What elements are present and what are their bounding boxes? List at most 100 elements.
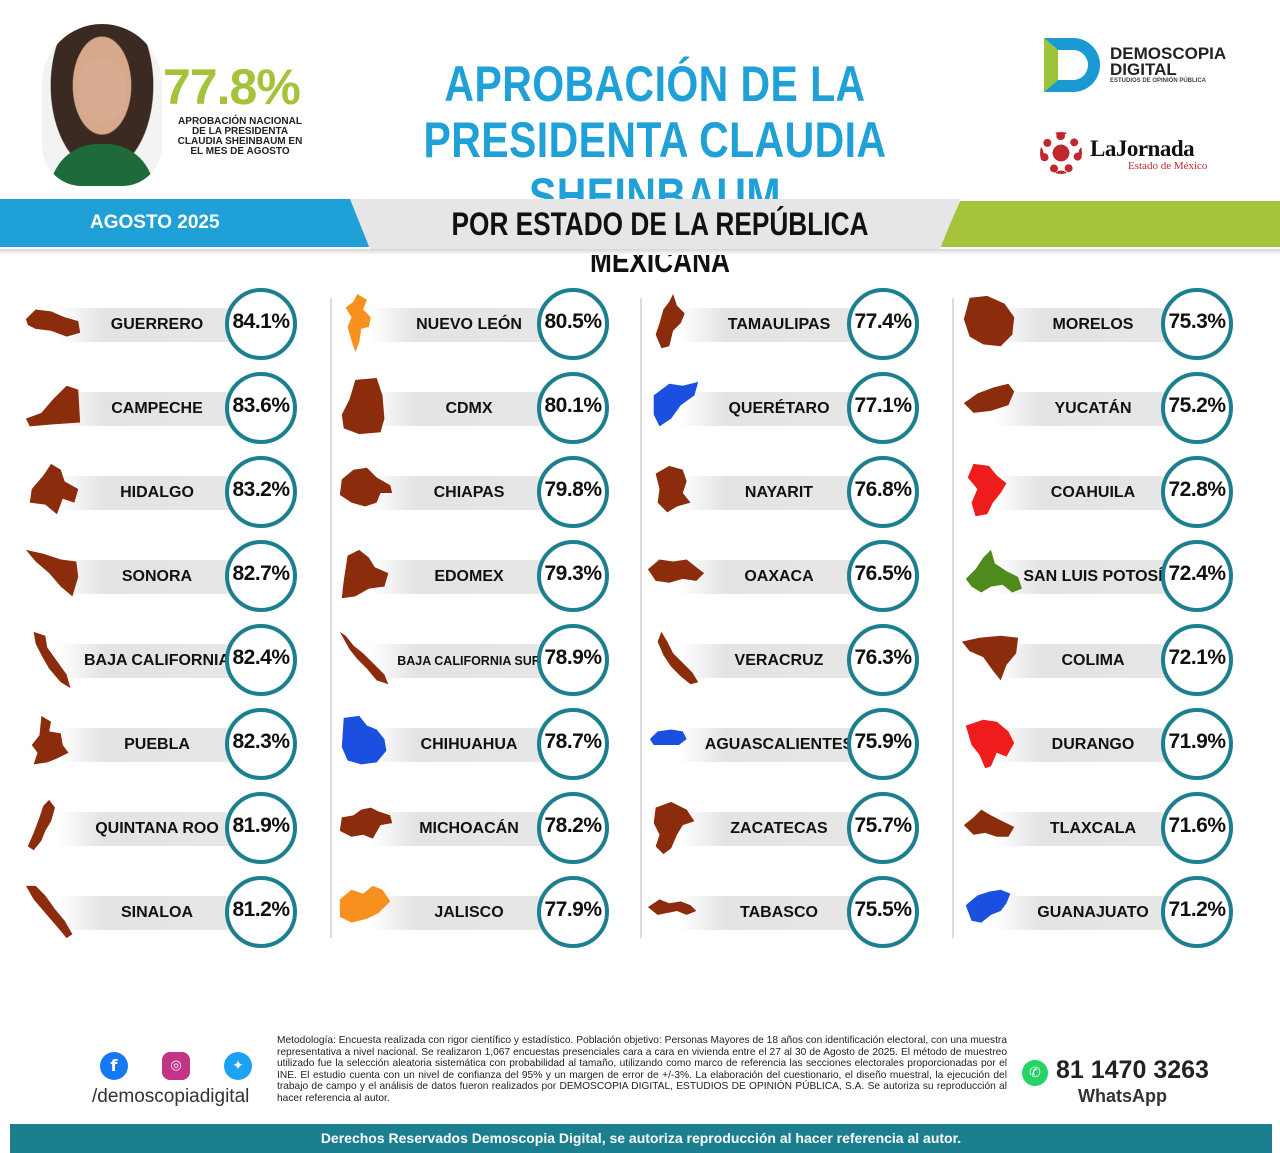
approval-value: 82.3% (232, 730, 290, 753)
approval-value: 71.2% (1168, 898, 1226, 921)
value-circle (1161, 876, 1233, 948)
approval-value: 80.1% (544, 394, 602, 417)
social-handle[interactable]: /demoscopiadigital (92, 1086, 250, 1107)
state-shape (649, 729, 687, 745)
state-map-icon (647, 899, 697, 915)
twitter-icon[interactable]: ✦ (224, 1052, 252, 1080)
state-map-icon (965, 549, 1022, 593)
state-shape (967, 463, 1007, 517)
value-circle (1161, 288, 1233, 360)
approval-value: 82.7% (232, 562, 290, 585)
state-row: NAYARIT 76.8% (644, 454, 944, 530)
approval-value: 72.8% (1168, 478, 1226, 501)
lajornada-name: LaJornada (1090, 136, 1195, 161)
state-name: SONORA (121, 568, 193, 585)
state-name: CAMPECHE (111, 400, 203, 417)
approval-value: 77.1% (854, 394, 912, 417)
facebook-icon[interactable]: f (100, 1052, 128, 1080)
approval-value: 75.9% (854, 730, 912, 753)
state-map-icon (27, 799, 55, 851)
social-links: f ◎ ✦ /demoscopiadigital (92, 1052, 272, 1112)
value-circle (537, 540, 609, 612)
approval-value: 72.1% (1168, 646, 1226, 669)
banner-shadow (0, 249, 1280, 255)
value-circle (537, 792, 609, 864)
whatsapp-icon[interactable]: ✆ (1022, 1060, 1048, 1086)
state-row: OAXACA 76.5% (644, 538, 944, 614)
state-row: JALISCO 77.9% (334, 874, 634, 950)
state-row: SINALOA 81.2% (22, 874, 322, 950)
state-map-icon (341, 549, 389, 599)
state-row: EDOMEX 79.3% (334, 538, 634, 614)
banner-date: AGOSTO 2025 (90, 212, 220, 233)
state-shape (339, 467, 393, 507)
state-name: MORELOS (1052, 316, 1134, 333)
state-shape (33, 631, 71, 689)
state-name: SAN LUIS POTOSÍ (1023, 568, 1163, 585)
state-name: BAJA CALIFORNIA SUR (397, 654, 541, 668)
value-circle (847, 372, 919, 444)
approval-value: 83.6% (232, 394, 290, 417)
state-map-icon (967, 463, 1007, 517)
state-row: QUINTANA ROO 81.9% (22, 790, 322, 866)
value-circle (225, 288, 297, 360)
value-circle (537, 876, 609, 948)
value-circle (847, 624, 919, 696)
state-map-icon (961, 635, 1019, 681)
state-map-icon (655, 293, 685, 349)
state-shape (345, 293, 371, 353)
state-map-icon (339, 885, 391, 923)
value-circle (847, 876, 919, 948)
state-shape (25, 549, 79, 597)
state-name: CHIHUAHUA (420, 736, 518, 753)
president-portrait (42, 24, 162, 186)
column-divider (330, 298, 332, 938)
phone-number[interactable]: 81 1470 3263 (1056, 1056, 1209, 1084)
approval-value: 76.3% (854, 646, 912, 669)
state-row: GUANAJUATO 71.2% (958, 874, 1258, 950)
state-name: QUERÉTARO (728, 400, 830, 417)
value-circle (537, 372, 609, 444)
state-name: GUANAJUATO (1037, 904, 1149, 921)
banner-blue-section (0, 199, 370, 247)
approval-value: 83.2% (232, 478, 290, 501)
state-shape (961, 635, 1019, 681)
state-row: NUEVO LEÓN 80.5% (334, 286, 634, 362)
state-name: TABASCO (740, 904, 818, 921)
portrait-shoulders (50, 144, 154, 186)
state-row: AGUASCALIENTES 75.9% (644, 706, 944, 782)
state-map-icon (965, 719, 1015, 769)
value-circle (225, 456, 297, 528)
value-circle (1161, 540, 1233, 612)
state-shape (339, 885, 391, 923)
methodology-text: Metodología: Encuesta realizada con rigo… (277, 1035, 1007, 1104)
approval-value: 77.4% (854, 310, 912, 333)
instagram-icon[interactable]: ◎ (162, 1052, 190, 1080)
approval-value: 78.2% (544, 814, 602, 837)
state-name: NUEVO LEÓN (416, 316, 522, 333)
state-name: OAXACA (744, 568, 814, 585)
approval-value: 79.3% (544, 562, 602, 585)
approval-value: 79.8% (544, 478, 602, 501)
state-row: COLIMA 72.1% (958, 622, 1258, 698)
state-name: DURANGO (1051, 736, 1135, 753)
approval-value: 71.6% (1168, 814, 1226, 837)
state-row: CHIAPAS 79.8% (334, 454, 634, 530)
rights-bar: Derechos Reservados Demoscopia Digital, … (10, 1124, 1272, 1153)
state-name: HIDALGO (120, 484, 194, 501)
state-name: VERACRUZ (734, 652, 824, 669)
value-circle (847, 792, 919, 864)
state-row: PUEBLA 82.3% (22, 706, 322, 782)
state-shape (655, 465, 691, 513)
state-shape (963, 295, 1015, 347)
value-circle (225, 708, 297, 780)
state-map-icon (655, 465, 691, 513)
state-map-icon (33, 631, 71, 689)
state-row: MORELOS 75.3% (958, 286, 1258, 362)
state-map-icon (25, 885, 73, 939)
value-circle (537, 624, 609, 696)
state-map-icon (647, 559, 705, 583)
header: 77.8% APROBACIÓN NACIONAL DE LA PRESIDEN… (0, 0, 1280, 224)
state-row: HIDALGO 83.2% (22, 454, 322, 530)
state-shape (647, 559, 705, 583)
